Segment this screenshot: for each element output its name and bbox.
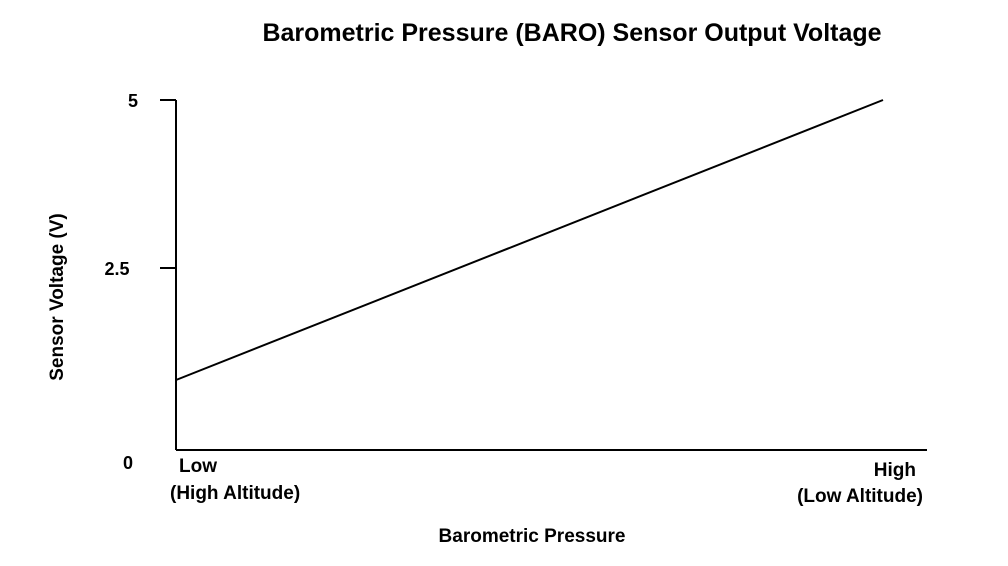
- series-layer: [175, 99, 884, 381]
- y-tick-label-5: 5: [128, 91, 138, 111]
- chart-title: Barometric Pressure (BARO) Sensor Output…: [262, 19, 881, 47]
- y-tick-label-2-5: 2.5: [104, 259, 129, 279]
- x-tick-label-high-line1: High: [874, 460, 916, 481]
- x-tick-label-low-line2: (High Altitude): [170, 483, 300, 504]
- series-line-0: [175, 99, 884, 381]
- x-tick-label-low-line1: Low: [179, 456, 217, 477]
- y-axis-label: Sensor Voltage (V): [47, 213, 68, 381]
- y-tick-label-0: 0: [123, 453, 133, 473]
- x-tick-label-high-line2: (Low Altitude): [797, 486, 923, 507]
- x-axis-label: Barometric Pressure: [439, 526, 626, 547]
